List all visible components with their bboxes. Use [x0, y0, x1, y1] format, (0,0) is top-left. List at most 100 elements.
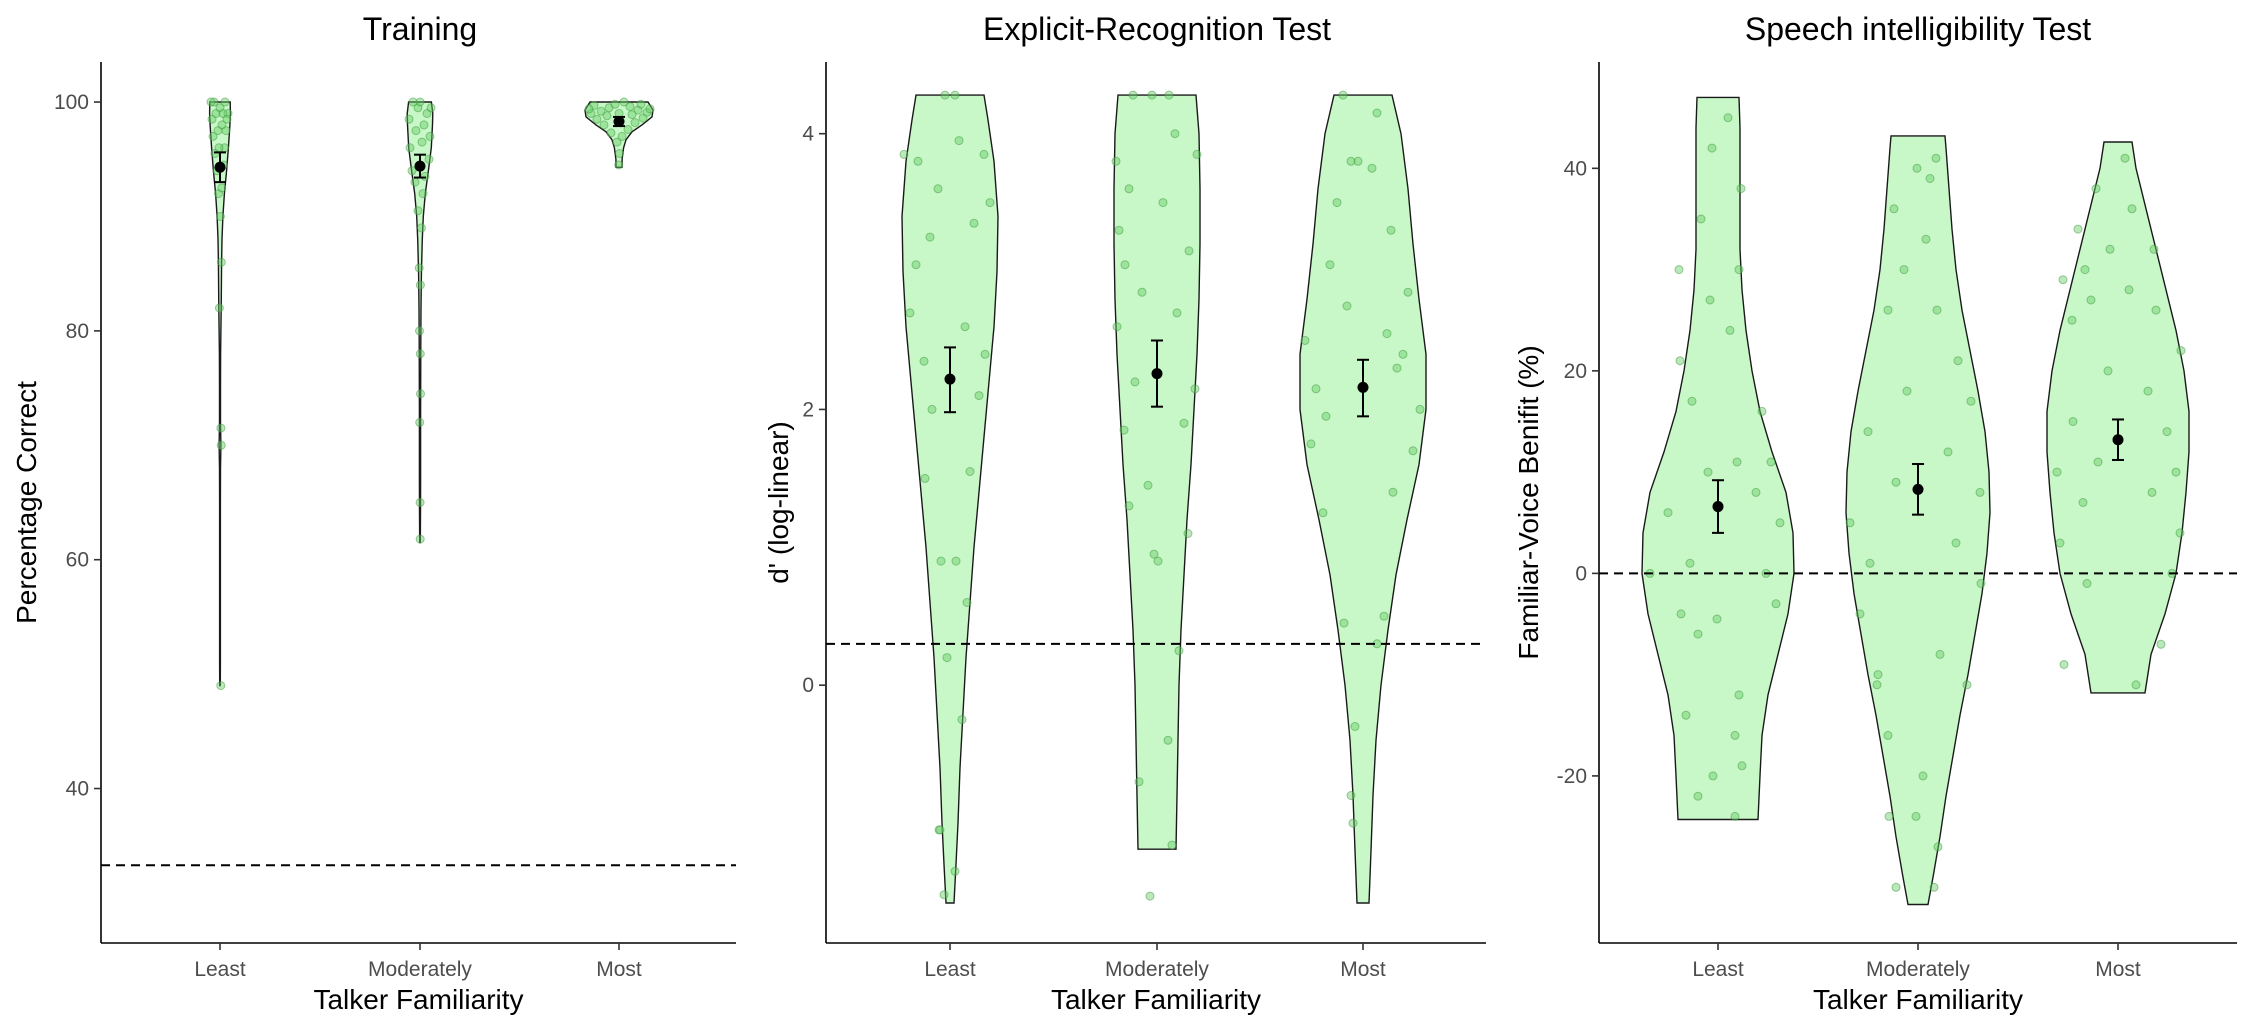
data-point [927, 404, 937, 414]
data-point [1346, 156, 1356, 166]
data-point [1346, 791, 1356, 800]
data-point [2058, 275, 2068, 285]
data-point [1935, 649, 1945, 659]
data-point [1883, 730, 1893, 740]
data-point [957, 715, 967, 725]
data-point [1350, 722, 1360, 731]
data-point [415, 534, 425, 544]
data-point [1962, 680, 1972, 690]
violin-moderately [1845, 135, 1991, 906]
data-point [415, 97, 425, 107]
data-point [415, 349, 425, 359]
data-point [1415, 404, 1425, 414]
data-point [1388, 487, 1398, 497]
x-tick-label: Moderately [368, 958, 472, 981]
data-point [614, 160, 624, 170]
data-point [2080, 265, 2090, 275]
data-point [415, 326, 424, 336]
data-point [2120, 153, 2130, 163]
data-point [2175, 528, 2185, 538]
data-point [1318, 508, 1328, 518]
x-axis-title: Talker Familiarity [1813, 984, 2023, 1015]
data-point [2093, 457, 2103, 467]
y-tick-label: 0 [1575, 562, 1587, 585]
data-point [584, 104, 594, 114]
y-tick-label: -20 [1557, 765, 1587, 788]
data-point [215, 212, 225, 221]
data-point [1918, 771, 1928, 781]
mean-point [1357, 381, 1369, 393]
data-point [1190, 384, 1200, 394]
data-point [1300, 336, 1310, 345]
data-point [1367, 163, 1377, 173]
x-tick-label: Moderately [1105, 958, 1209, 981]
data-point [214, 143, 224, 153]
data-point [2151, 305, 2161, 315]
data-point [1172, 308, 1182, 318]
data-point [216, 257, 226, 267]
data-point [954, 136, 964, 146]
y-tick-label: 60 [66, 549, 89, 572]
data-point [1111, 156, 1121, 166]
data-point [1687, 396, 1697, 406]
data-point [1342, 301, 1352, 311]
data-point [933, 184, 943, 194]
data-point [950, 90, 960, 100]
panel-title: Training [363, 11, 477, 47]
data-point [206, 97, 216, 107]
data-point [1912, 163, 1922, 173]
data-point [216, 423, 226, 433]
data-point [1685, 558, 1695, 568]
data-point [415, 280, 425, 290]
data-point [1883, 305, 1893, 315]
data-point [974, 391, 984, 401]
violin-moderately [1113, 94, 1201, 850]
data-point [1386, 225, 1396, 235]
data-point [939, 890, 949, 900]
y-tick-label: 2 [802, 398, 814, 421]
data-point [1379, 611, 1389, 621]
data-point [2052, 467, 2062, 477]
mean-point [1151, 368, 1163, 380]
data-point [2078, 498, 2088, 507]
data-point [1730, 811, 1740, 821]
data-point [1933, 842, 1943, 852]
data-point [1902, 386, 1912, 396]
data-point [1134, 777, 1144, 787]
data-point [1766, 457, 1776, 467]
y-tick-label: 100 [54, 91, 89, 114]
data-point [606, 128, 616, 138]
data-point [2124, 285, 2134, 295]
data-point [426, 103, 436, 113]
data-point [899, 149, 909, 159]
data-point [2055, 538, 2065, 548]
data-point [220, 97, 230, 107]
data-point [610, 99, 620, 109]
data-point [1332, 198, 1342, 208]
data-point [1325, 260, 1335, 270]
data-point [1845, 518, 1855, 528]
violin-least [1641, 96, 1795, 821]
data-point [623, 125, 633, 134]
data-point [1149, 549, 1159, 559]
data-point [980, 349, 990, 359]
data-point [2086, 295, 2096, 305]
data-point [1703, 467, 1713, 477]
data-point [951, 556, 961, 566]
violin-most [1299, 94, 1427, 904]
data-point [936, 556, 946, 566]
data-point [1183, 529, 1193, 538]
mean-point [1712, 501, 1724, 513]
data-point [1145, 891, 1155, 901]
data-point [1339, 618, 1349, 628]
y-tick-label: 4 [802, 123, 814, 146]
data-point [636, 99, 646, 109]
data-point [619, 97, 629, 107]
y-tick-label: 80 [66, 320, 89, 343]
data-point [1865, 558, 1875, 568]
data-point [969, 218, 979, 228]
data-point [960, 322, 970, 332]
data-point [2171, 467, 2181, 477]
data-point [1737, 761, 1747, 771]
